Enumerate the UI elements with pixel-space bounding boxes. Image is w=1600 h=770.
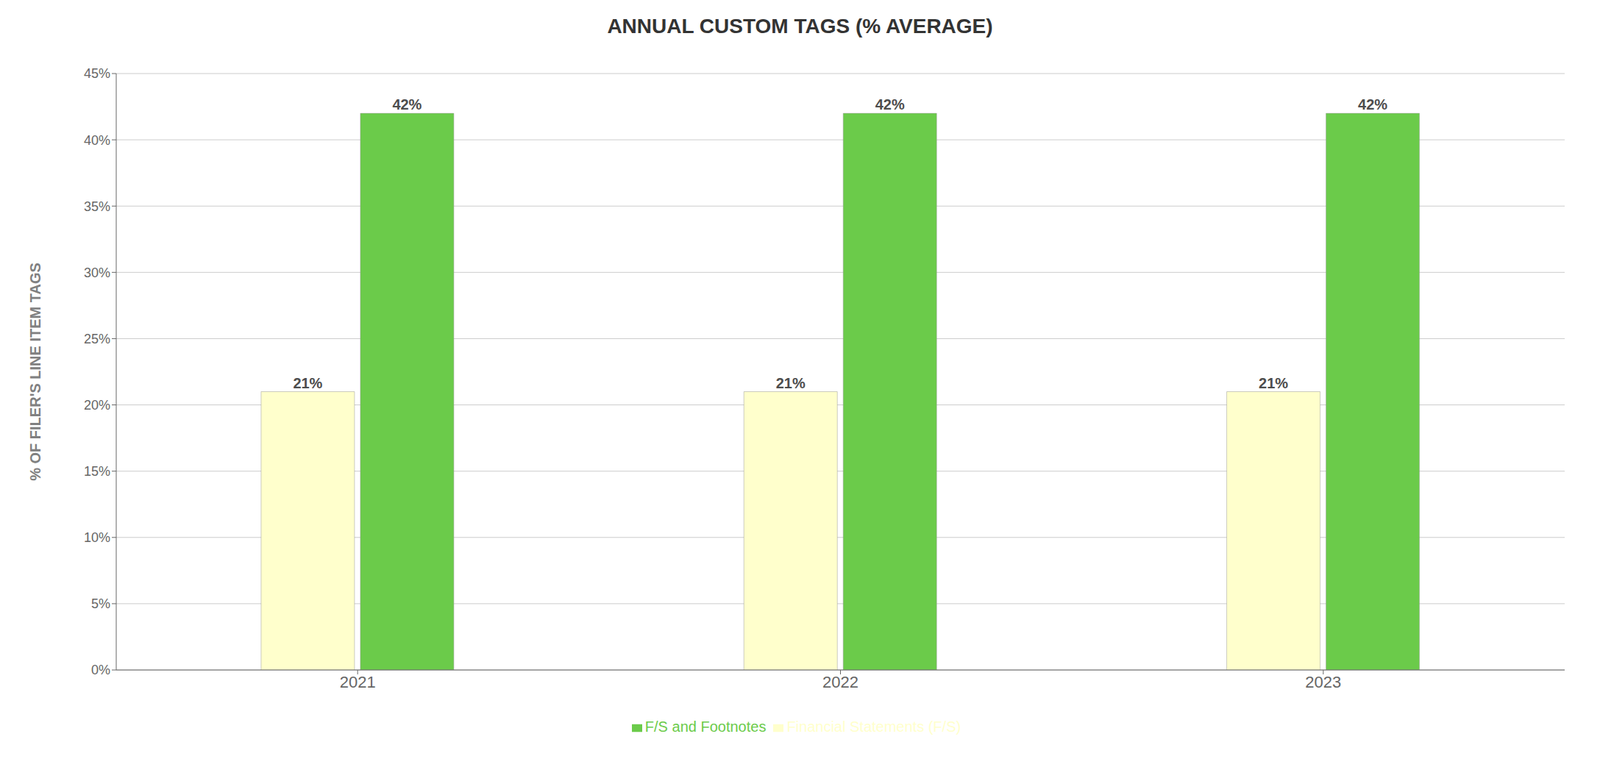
svg-text:20%: 20% bbox=[83, 397, 111, 413]
svg-text:42%: 42% bbox=[392, 96, 422, 113]
html-text:ANNUAL CUSTOM TAGS (% AVERAGE): ANNUAL CUSTOM TAGS (% AVERAGE) bbox=[607, 14, 993, 38]
svg-text:0%: 0% bbox=[91, 662, 111, 678]
svg-text:42%: 42% bbox=[875, 96, 905, 113]
svg-text:2023: 2023 bbox=[1305, 673, 1342, 692]
html-text:F/S and Footnotes: F/S and Footnotes bbox=[645, 718, 767, 735]
svg-text:40%: 40% bbox=[83, 133, 111, 148]
svg-text:30%: 30% bbox=[83, 265, 111, 281]
svg-text:42%: 42% bbox=[1357, 96, 1388, 113]
svg-text:21%: 21% bbox=[292, 375, 323, 392]
svg-text:2022: 2022 bbox=[822, 673, 859, 692]
svg-text:25%: 25% bbox=[83, 331, 111, 347]
svg-text:5%: 5% bbox=[91, 596, 111, 612]
svg-text:2021: 2021 bbox=[339, 673, 376, 692]
svg-text:15%: 15% bbox=[83, 464, 111, 479]
svg-text:45%: 45% bbox=[83, 66, 111, 81]
svg-text:35%: 35% bbox=[83, 199, 111, 215]
svg-text:21%: 21% bbox=[776, 375, 806, 392]
svg-text:21%: 21% bbox=[1258, 375, 1289, 392]
html-text:Financial Statements (F/S): Financial Statements (F/S) bbox=[786, 718, 961, 735]
svg-text:10%: 10% bbox=[83, 530, 111, 546]
svg-text:% OF FILER'S LINE ITEM TAGS: % OF FILER'S LINE ITEM TAGS bbox=[27, 262, 44, 482]
